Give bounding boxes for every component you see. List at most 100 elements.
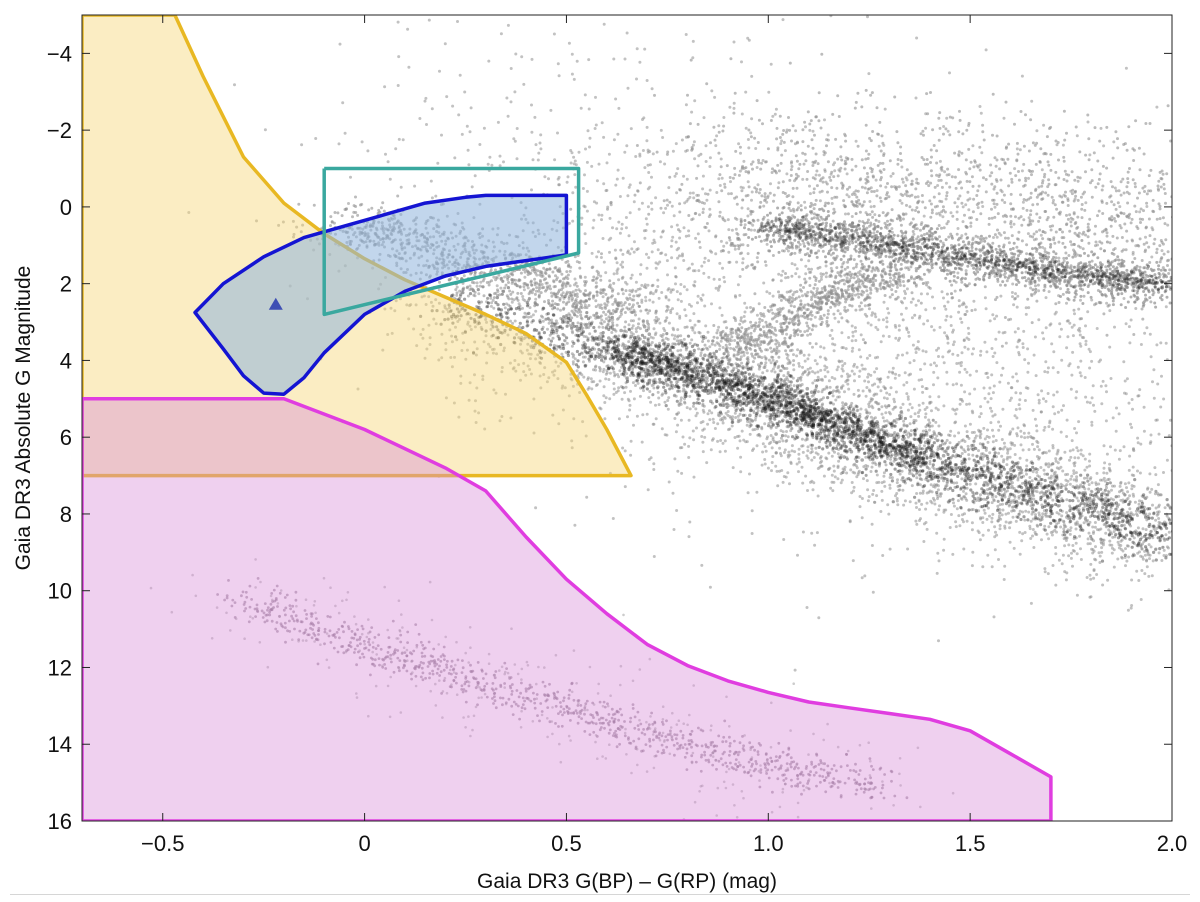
star-point	[1000, 454, 1004, 458]
star-point	[706, 339, 710, 343]
star-point	[887, 311, 891, 315]
star-point	[825, 138, 829, 142]
star-point	[780, 228, 784, 232]
star-point	[701, 207, 705, 211]
star-point	[1113, 219, 1117, 223]
star-point	[1088, 477, 1092, 481]
star-point	[1096, 159, 1100, 163]
star-point	[396, 20, 400, 24]
star-point	[870, 544, 874, 547]
star-point	[513, 139, 517, 143]
star-point	[896, 141, 900, 145]
star-point	[847, 195, 851, 199]
star-point	[683, 442, 687, 446]
star-point	[707, 259, 711, 263]
star-point	[737, 173, 741, 177]
star-point	[638, 60, 642, 64]
star-point	[840, 181, 844, 185]
star-point	[719, 165, 723, 169]
star-point	[944, 127, 948, 131]
star-point	[590, 164, 594, 168]
star-point	[1131, 407, 1134, 411]
star-point	[491, 298, 495, 302]
star-point	[897, 328, 901, 332]
star-point	[1071, 188, 1075, 192]
star-point	[1044, 191, 1048, 195]
star-point	[921, 401, 925, 405]
star-point	[968, 167, 972, 171]
star-point	[743, 223, 747, 227]
star-point	[474, 353, 478, 357]
star-point	[889, 174, 893, 178]
star-point	[718, 184, 722, 187]
star-point	[911, 230, 915, 233]
star-point	[1162, 397, 1166, 401]
star-point	[590, 387, 594, 391]
star-point	[969, 221, 973, 225]
star-point	[571, 191, 575, 195]
star-point	[967, 147, 971, 151]
star-point	[909, 415, 913, 419]
star-point	[849, 254, 853, 258]
star-point	[930, 155, 933, 159]
star-point	[801, 177, 805, 181]
star-point	[556, 307, 560, 311]
star-point	[945, 370, 949, 374]
star-point	[486, 162, 490, 166]
star-point	[824, 201, 828, 205]
star-point	[852, 463, 856, 467]
star-point	[879, 184, 883, 188]
star-point	[740, 112, 744, 116]
star-point	[1065, 301, 1068, 305]
star-point	[671, 149, 675, 153]
star-point	[943, 331, 947, 335]
star-point	[728, 238, 732, 242]
star-point	[1166, 264, 1169, 267]
star-point	[665, 152, 669, 156]
star-point	[982, 138, 986, 142]
star-point	[929, 202, 933, 206]
star-point	[822, 346, 826, 350]
star-point	[1042, 175, 1046, 179]
star-point	[991, 198, 995, 202]
star-point	[1175, 271, 1178, 274]
star-point	[995, 158, 999, 162]
star-point	[742, 408, 746, 412]
star-point	[588, 145, 591, 149]
star-point	[793, 450, 797, 454]
star-point	[645, 252, 648, 256]
star-point	[1075, 226, 1079, 230]
star-point	[1022, 218, 1026, 222]
star-point	[1145, 565, 1149, 569]
star-point	[763, 192, 767, 196]
star-point	[1149, 355, 1153, 359]
star-point	[390, 331, 394, 335]
star-point	[806, 170, 810, 173]
star-point	[669, 290, 673, 294]
star-point	[623, 329, 627, 333]
star-point	[710, 89, 714, 93]
star-point	[932, 370, 936, 374]
star-point	[1070, 170, 1074, 174]
star-point	[1101, 230, 1104, 234]
star-point	[740, 189, 744, 193]
star-point	[803, 152, 807, 156]
star-point	[1012, 546, 1016, 550]
star-point	[966, 326, 970, 330]
star-point	[821, 402, 825, 406]
star-point	[766, 147, 770, 151]
star-point	[929, 91, 932, 94]
star-point	[850, 339, 854, 343]
star-point	[986, 428, 989, 432]
star-point	[612, 370, 616, 374]
star-point	[1027, 149, 1031, 153]
star-point	[845, 172, 849, 176]
star-point	[445, 95, 449, 99]
star-point	[935, 212, 939, 216]
star-point	[860, 516, 864, 520]
star-point	[582, 375, 586, 379]
star-point	[1135, 225, 1139, 229]
star-point	[797, 364, 801, 368]
star-point	[1078, 150, 1082, 154]
star-point	[807, 259, 811, 263]
